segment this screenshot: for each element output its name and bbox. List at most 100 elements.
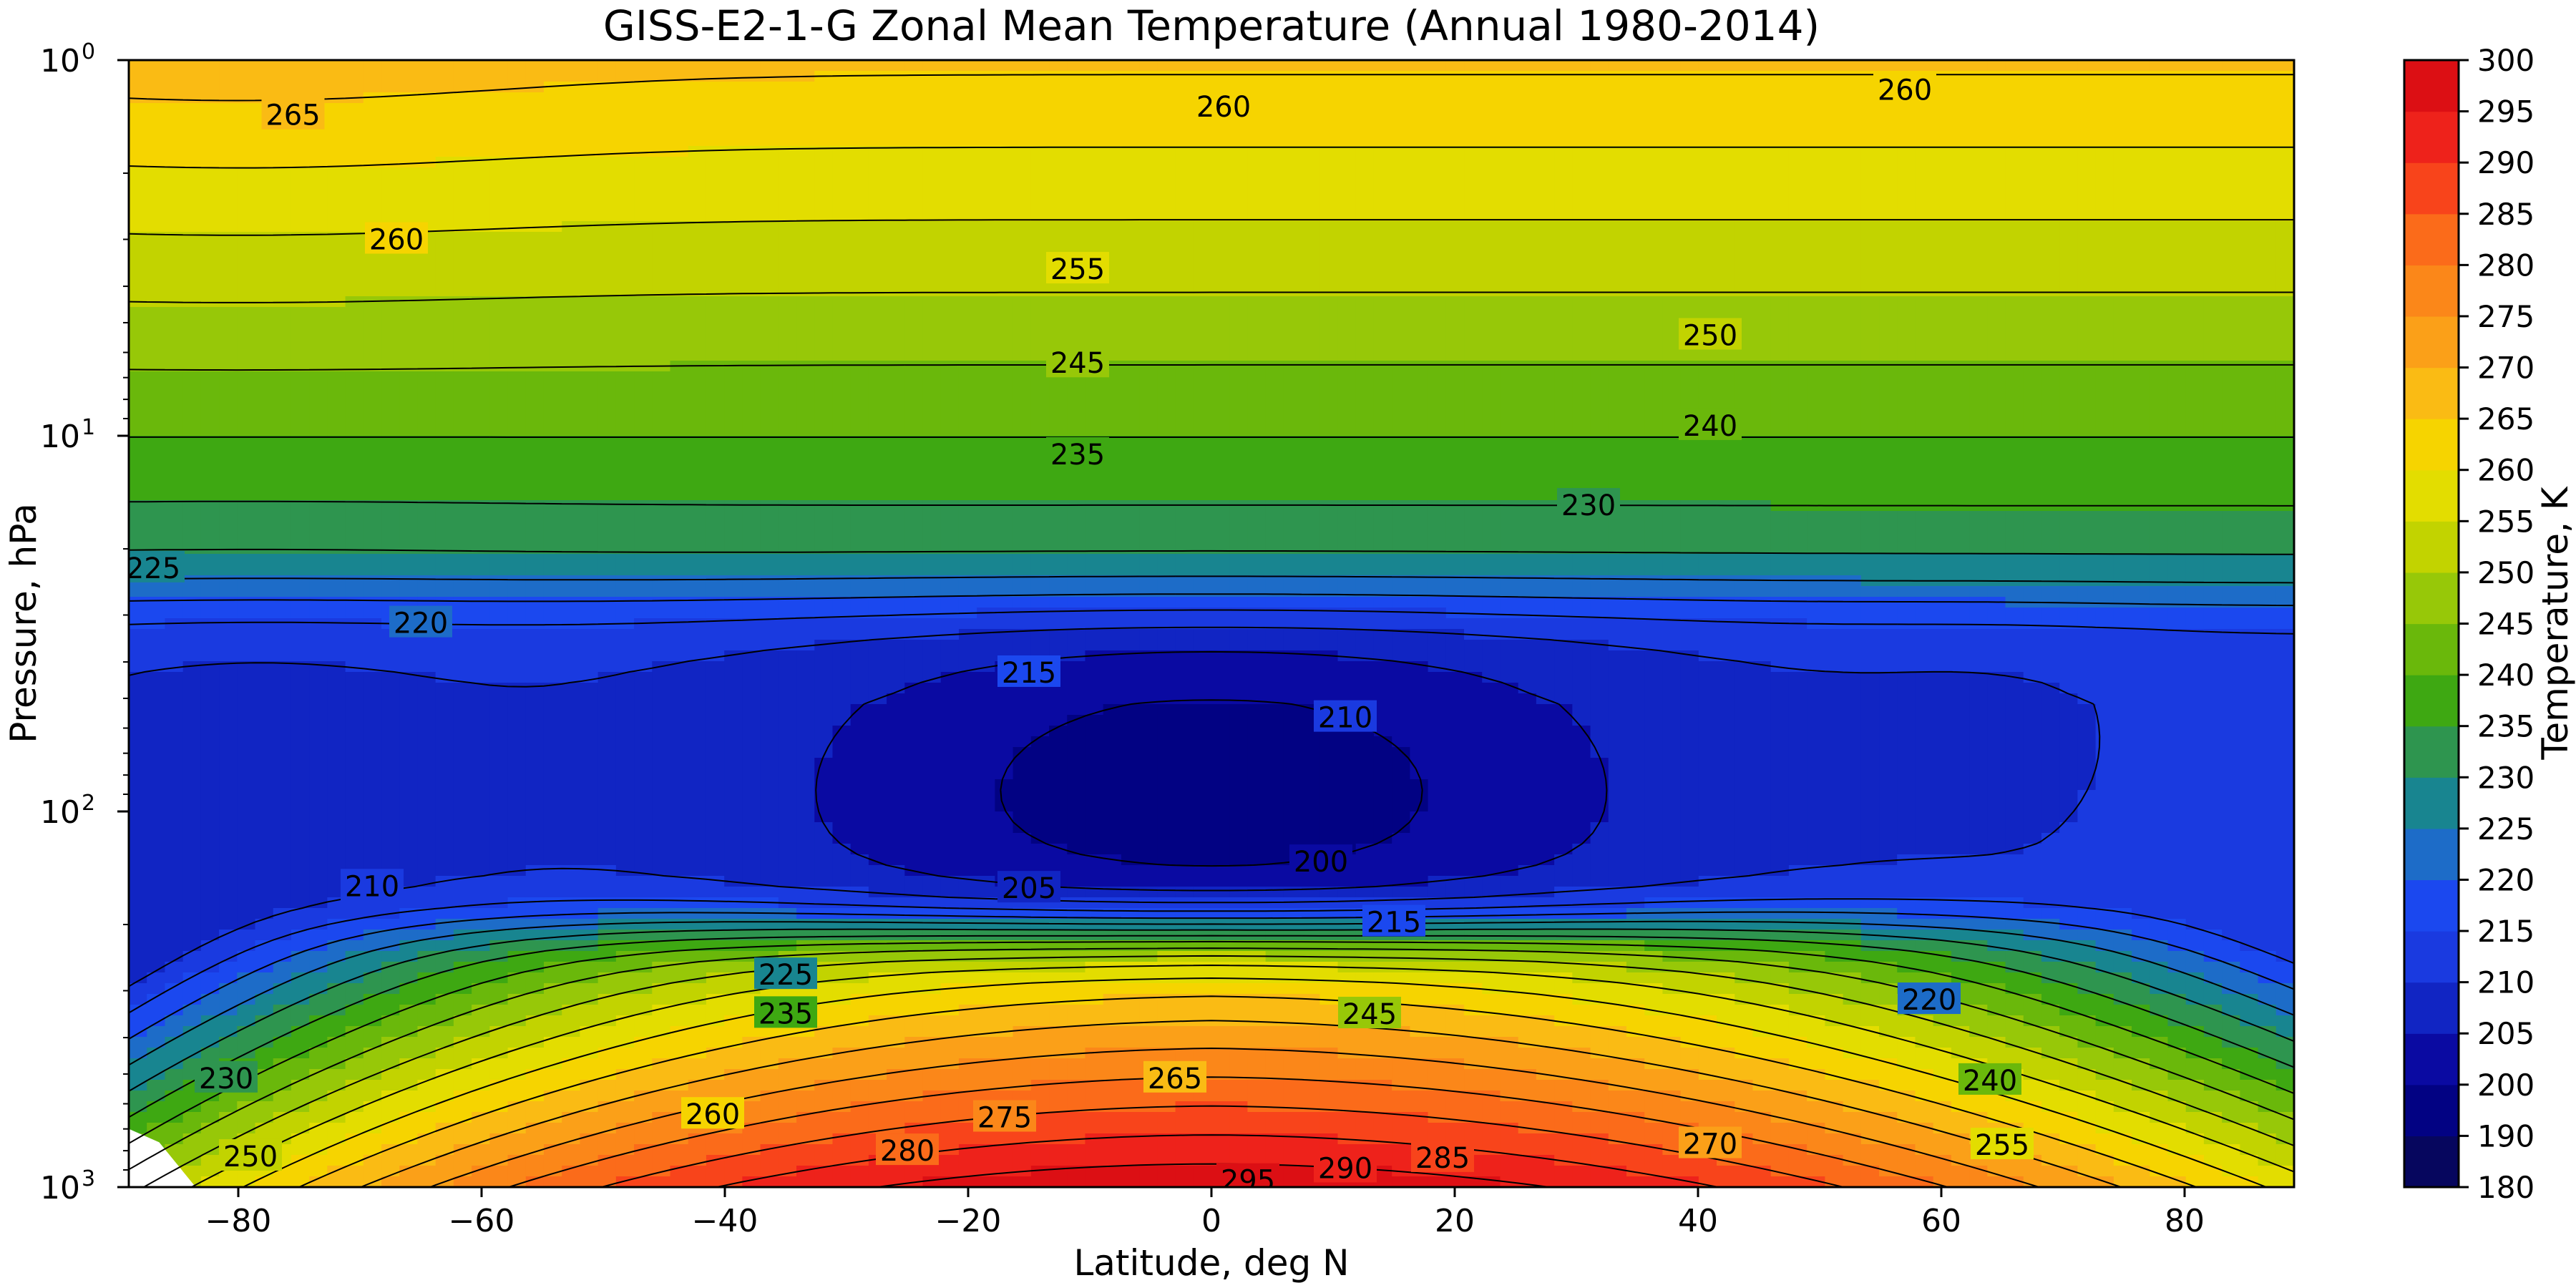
contour-fill-cell bbox=[2077, 468, 2097, 479]
contour-fill-cell bbox=[1049, 210, 1068, 222]
contour-fill-cell bbox=[1319, 318, 1339, 329]
contour-fill-cell bbox=[273, 371, 292, 383]
contour-fill-cell bbox=[1825, 296, 1844, 308]
contour-fill-cell bbox=[1193, 404, 1212, 415]
contour-fill-cell bbox=[1860, 404, 1880, 415]
contour-fill-cell bbox=[2275, 189, 2294, 200]
contour-fill-cell bbox=[472, 264, 491, 275]
contour-fill-cell bbox=[597, 328, 617, 340]
contour-fill-cell bbox=[399, 200, 419, 211]
contour-fill-cell bbox=[1482, 307, 1501, 318]
contour-fill-cell bbox=[1464, 135, 1483, 147]
contour-fill-cell bbox=[615, 307, 635, 318]
contour-fill-cell bbox=[453, 146, 472, 157]
contour-fill-cell bbox=[1825, 125, 1844, 136]
contour-fill-cell bbox=[1302, 200, 1321, 211]
contour-fill-cell bbox=[652, 264, 671, 275]
contour-fill-cell bbox=[1175, 339, 1194, 351]
contour-fill-cell bbox=[489, 92, 509, 104]
contour-fill-cell bbox=[1825, 286, 1844, 297]
contour-fill-cell bbox=[200, 200, 220, 211]
contour-fill-cell bbox=[363, 382, 382, 394]
contour-fill-cell bbox=[1860, 307, 1880, 318]
contour-fill-cell bbox=[1879, 447, 1898, 458]
contour-fill-cell bbox=[1590, 60, 1609, 72]
contour-fill-cell bbox=[1121, 393, 1140, 404]
contour-fill-cell bbox=[507, 468, 527, 479]
contour-fill-cell bbox=[381, 135, 401, 147]
contour-fill-cell bbox=[887, 178, 906, 190]
contour-fill-cell bbox=[1103, 221, 1122, 233]
contour-fill-cell bbox=[1428, 178, 1447, 190]
contour-fill-cell bbox=[237, 178, 256, 190]
contour-fill-cell bbox=[1807, 328, 1826, 340]
contour-fill-cell bbox=[724, 114, 743, 125]
contour-fill-cell bbox=[525, 361, 545, 372]
contour-fill-cell bbox=[1662, 489, 1682, 501]
contour-fill-cell bbox=[887, 200, 906, 211]
contour-fill-cell bbox=[1373, 232, 1392, 243]
contour-fill-cell bbox=[2023, 361, 2042, 372]
contour-fill-cell bbox=[1644, 92, 1664, 104]
contour-fill-cell bbox=[597, 264, 617, 275]
contour-fill-cell bbox=[2095, 200, 2114, 211]
contour-fill-cell bbox=[1265, 264, 1284, 275]
contour-fill-cell bbox=[597, 350, 617, 361]
contour-fill-cell bbox=[1211, 243, 1231, 254]
contour-fill-cell bbox=[977, 178, 996, 190]
contour-fill-cell bbox=[940, 414, 960, 426]
contour-fill-cell bbox=[363, 264, 382, 275]
contour-fill-cell bbox=[1283, 328, 1302, 340]
contour-fill-cell bbox=[219, 350, 238, 361]
contour-fill-cell bbox=[327, 103, 346, 114]
contour-fill-cell bbox=[1933, 468, 1952, 479]
contour-fill-cell bbox=[977, 60, 996, 72]
contour-fill-cell bbox=[1915, 114, 1934, 125]
contour-fill-cell bbox=[670, 157, 689, 168]
contour-fill-cell bbox=[1735, 275, 1754, 286]
contour-fill-cell bbox=[1428, 393, 1447, 404]
contour-fill-cell bbox=[1536, 200, 1555, 211]
contour-fill-cell bbox=[724, 318, 743, 329]
contour-fill-cell bbox=[1807, 371, 1826, 383]
contour-fill-cell bbox=[742, 210, 761, 222]
contour-fill-cell bbox=[597, 500, 617, 512]
contour-fill-cell bbox=[634, 371, 653, 383]
contour-fill-cell bbox=[1139, 457, 1158, 469]
contour-fill-cell bbox=[1717, 146, 1736, 157]
contour-fill-cell bbox=[562, 60, 581, 72]
contour-fill-cell bbox=[1247, 200, 1267, 211]
contour-fill-cell bbox=[562, 71, 581, 82]
contour-fill-cell bbox=[1536, 114, 1555, 125]
contour-fill-cell bbox=[1608, 339, 1627, 351]
contour-fill-cell bbox=[1193, 328, 1212, 340]
contour-fill-cell bbox=[1482, 135, 1501, 147]
contour-fill-cell bbox=[2203, 178, 2223, 190]
contour-fill-cell bbox=[2167, 60, 2187, 72]
contour-fill-cell bbox=[904, 275, 924, 286]
contour-fill-cell bbox=[489, 275, 509, 286]
contour-fill-cell bbox=[1211, 436, 1231, 447]
contour-fill-cell bbox=[1644, 404, 1664, 415]
contour-fill-cell bbox=[2113, 103, 2132, 114]
contour-fill-cell bbox=[706, 200, 725, 211]
contour-fill-cell bbox=[1770, 328, 1790, 340]
contour-fill-cell bbox=[1788, 361, 1807, 372]
contour-fill-cell bbox=[2023, 189, 2042, 200]
contour-fill-cell bbox=[1735, 479, 1754, 490]
contour-fill-cell bbox=[2077, 221, 2097, 233]
contour-fill-cell bbox=[2258, 328, 2277, 340]
contour-fill-cell bbox=[1608, 393, 1627, 404]
contour-fill-cell bbox=[1879, 189, 1898, 200]
contour-fill-cell bbox=[525, 393, 545, 404]
contour-fill-cell bbox=[345, 146, 364, 157]
contour-fill-cell bbox=[309, 167, 328, 179]
contour-fill-cell bbox=[435, 414, 454, 426]
contour-fill-cell bbox=[2275, 221, 2294, 233]
contour-fill-cell bbox=[1067, 393, 1086, 404]
contour-fill-cell bbox=[2185, 328, 2205, 340]
contour-fill-cell bbox=[2132, 253, 2151, 265]
contour-fill-cell bbox=[2095, 82, 2114, 93]
contour-fill-cell bbox=[472, 178, 491, 190]
contour-fill-cell bbox=[1518, 243, 1537, 254]
